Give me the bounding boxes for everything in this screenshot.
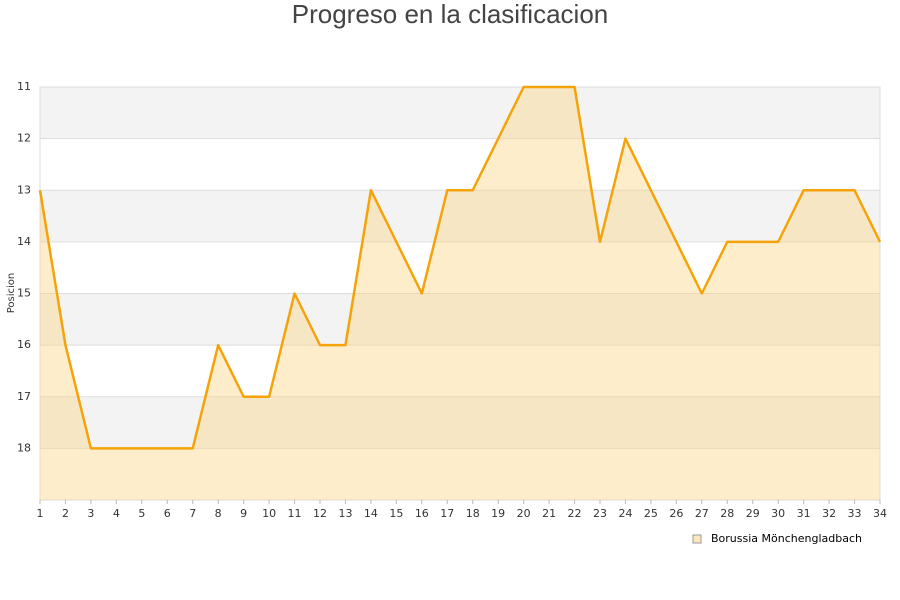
x-tick-label: 32 bbox=[822, 507, 836, 520]
y-tick-label: 13 bbox=[17, 183, 31, 196]
x-tick-label: 11 bbox=[288, 507, 302, 520]
x-tick-label: 23 bbox=[593, 507, 607, 520]
chart-title: Progreso en la clasificacion bbox=[292, 0, 609, 29]
y-tick-label: 15 bbox=[17, 287, 31, 300]
x-tick-label: 26 bbox=[669, 507, 683, 520]
plot-band bbox=[40, 87, 880, 139]
x-tick-label: 22 bbox=[568, 507, 582, 520]
x-tick-label: 4 bbox=[113, 507, 120, 520]
x-tick-label: 17 bbox=[440, 507, 454, 520]
x-tick-label: 7 bbox=[189, 507, 196, 520]
y-tick-label: 16 bbox=[17, 338, 31, 351]
x-tick-label: 10 bbox=[262, 507, 276, 520]
x-tick-label: 2 bbox=[62, 507, 69, 520]
x-tick-label: 1 bbox=[37, 507, 44, 520]
x-tick-label: 8 bbox=[215, 507, 222, 520]
x-tick-label: 5 bbox=[138, 507, 145, 520]
x-tick-label: 25 bbox=[644, 507, 658, 520]
x-tick-label: 6 bbox=[164, 507, 171, 520]
x-tick-label: 18 bbox=[466, 507, 480, 520]
x-tick-label: 12 bbox=[313, 507, 327, 520]
y-tick-label: 11 bbox=[17, 80, 31, 93]
x-tick-label: 19 bbox=[491, 507, 505, 520]
x-tick-label: 14 bbox=[364, 507, 378, 520]
plot-band bbox=[40, 396, 880, 449]
x-tick-label: 16 bbox=[415, 507, 429, 520]
x-tick-label: 27 bbox=[695, 507, 709, 520]
y-axis-label: Posicion bbox=[6, 273, 17, 314]
y-tick-label: 17 bbox=[17, 390, 31, 403]
line bbox=[38, 85, 882, 450]
y-tick-label: 14 bbox=[17, 235, 31, 248]
x-tick-label: 24 bbox=[618, 507, 632, 520]
x-tick-label: 13 bbox=[338, 507, 352, 520]
legend-swatch bbox=[692, 534, 702, 544]
x-tick-label: 9 bbox=[240, 507, 247, 520]
y-tick-label: 18 bbox=[17, 441, 31, 454]
plot-band bbox=[40, 293, 880, 346]
x-tick-label: 15 bbox=[389, 507, 403, 520]
plot-band bbox=[40, 190, 880, 242]
x-tick-label: 34 bbox=[873, 507, 887, 520]
x-tick-label: 31 bbox=[797, 507, 811, 520]
x-tick-label: 30 bbox=[771, 507, 785, 520]
x-tick-label: 21 bbox=[542, 507, 556, 520]
x-tick-label: 28 bbox=[720, 507, 734, 520]
x-tick-label: 29 bbox=[746, 507, 760, 520]
legend-label: Borussia Mönchengladbach bbox=[711, 532, 862, 545]
x-tick-label: 3 bbox=[87, 507, 94, 520]
x-tick-label: 33 bbox=[848, 507, 862, 520]
y-tick-label: 12 bbox=[17, 132, 31, 145]
x-tick-label: 20 bbox=[517, 507, 531, 520]
